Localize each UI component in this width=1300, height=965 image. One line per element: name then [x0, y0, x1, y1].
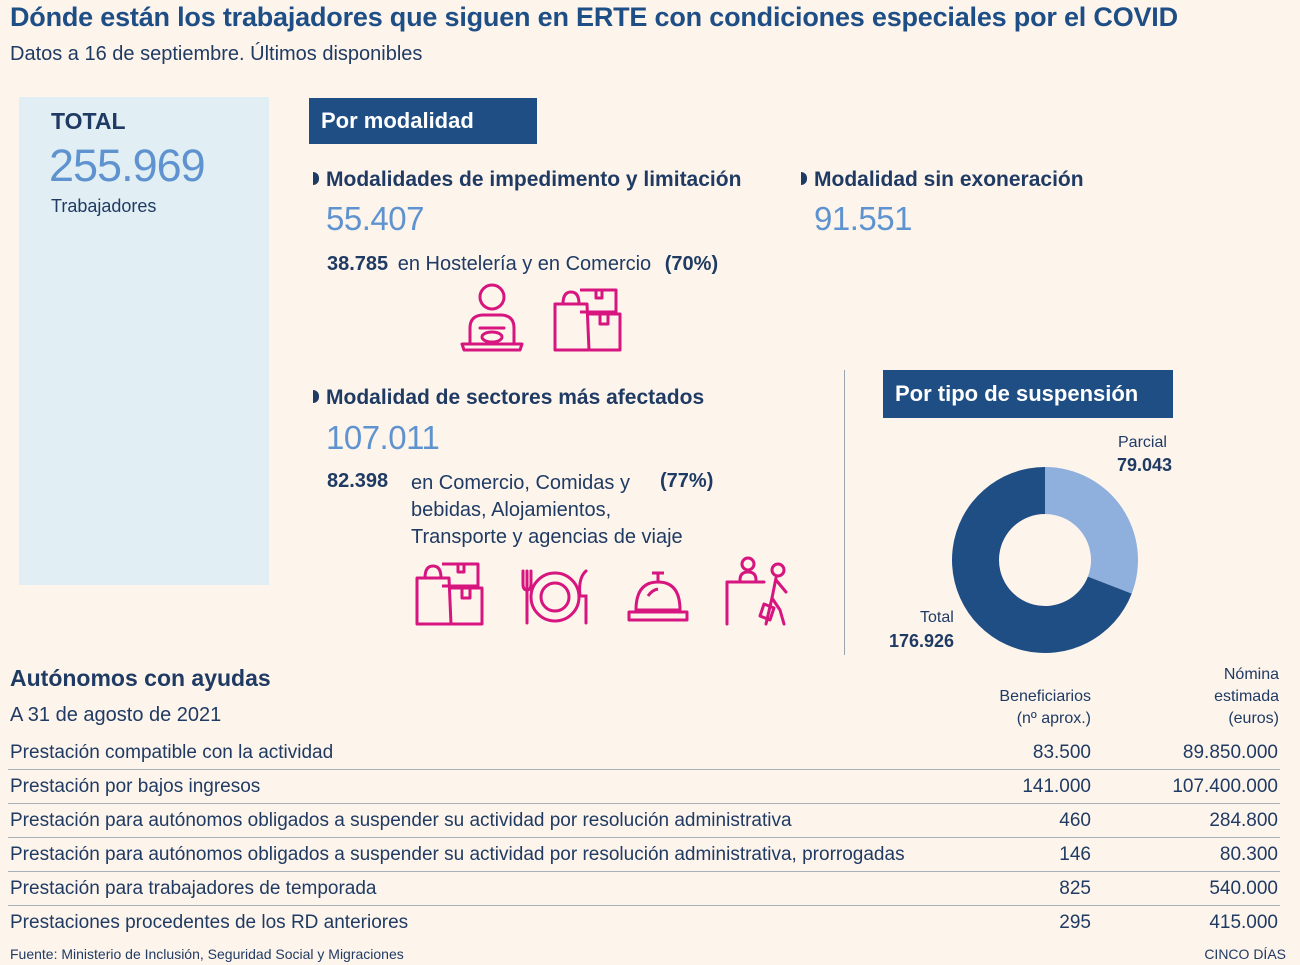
- impedimento-label: Modalidades de impedimento y limitación: [313, 168, 741, 192]
- total-value: 255.969: [49, 140, 206, 191]
- row-label: Prestación por bajos ingresos: [10, 776, 261, 797]
- table-row: Prestaciones procedentes de los RD anter…: [8, 906, 1280, 939]
- col-header-line: Nómina: [1223, 666, 1279, 683]
- donut-slice-parcial: [1045, 467, 1138, 594]
- sectores-detail-pct: (77%): [660, 470, 713, 493]
- brand-credit: CINCO DÍAS: [1204, 946, 1286, 962]
- total-slice-value: 176.926: [889, 631, 955, 651]
- row-label: Prestación para autónomos obligados a su…: [10, 844, 905, 865]
- service-bell-icon: [627, 571, 689, 622]
- shopping-bags-icon: [553, 288, 622, 352]
- row-beneficiarios: 146: [1059, 844, 1091, 865]
- col-header-line: estimada: [1214, 688, 1279, 705]
- row-nomina: 540.000: [1209, 878, 1278, 899]
- row-nomina: 415.000: [1209, 912, 1278, 933]
- plate-cutlery-icon: [521, 569, 588, 625]
- row-label: Prestaciones procedentes de los RD anter…: [10, 912, 409, 933]
- shopping-bags-icon: [415, 562, 484, 626]
- sectores-detail-line: bebidas, Alojamientos,: [411, 499, 612, 521]
- page-subtitle: Datos a 16 de septiembre. Últimos dispon…: [10, 43, 423, 65]
- row-beneficiarios: 295: [1059, 912, 1091, 933]
- total-panel: [19, 97, 269, 585]
- impedimento-detail-pct: (70%): [664, 253, 719, 275]
- autonomos-subtitle: A 31 de agosto de 2021: [10, 704, 222, 726]
- autonomos-title: Autónomos con ayudas: [10, 665, 271, 691]
- col-nomina-header: Nómina estimada (euros): [1214, 664, 1279, 730]
- col-header-line: Beneficiarios: [999, 688, 1091, 705]
- table-row: Prestación compatible con la actividad 83…: [8, 736, 1280, 770]
- impedimento-value: 55.407: [326, 200, 424, 237]
- table-row: Prestación para autónomos obligados a su…: [8, 804, 1280, 838]
- reception-traveler-icon: [725, 556, 788, 626]
- sectores-detail-line: en Comercio, Comidas y: [411, 472, 630, 494]
- total-unit: Trabajadores: [51, 196, 157, 216]
- row-beneficiarios: 825: [1059, 878, 1091, 899]
- waiter-icon: [460, 283, 524, 352]
- total-slice-label: Total: [920, 609, 954, 626]
- col-header-line: (euros): [1228, 710, 1279, 727]
- source-note: Fuente: Ministerio de Inclusión, Segurid…: [10, 946, 404, 962]
- autonomos-table: Prestación compatible con la actividad 83…: [8, 736, 1280, 939]
- section-divider: [844, 370, 845, 655]
- row-nomina: 107.400.000: [1172, 776, 1278, 797]
- row-nomina: 89.850.000: [1182, 742, 1278, 763]
- sectores-detail-line: Transporte y agencias de viaje: [411, 526, 683, 548]
- row-label: Prestación para trabajadores de temporad…: [10, 878, 377, 899]
- table-row: Prestación para trabajadores de temporad…: [8, 872, 1280, 906]
- sectores-num: 82.398: [327, 470, 389, 492]
- row-label: Prestación para autónomos obligados a su…: [10, 810, 792, 831]
- total-label: TOTAL: [51, 108, 126, 134]
- suspension-tag: Por tipo de suspensión: [883, 370, 1173, 418]
- impedimento-detail-num: 38.785: [327, 253, 389, 275]
- row-beneficiarios: 460: [1059, 810, 1091, 831]
- sectores-detail-text: en Comercio, Comidas y bebidas, Alojamie…: [411, 470, 683, 551]
- table-row: Prestación para autónomos obligados a su…: [8, 838, 1280, 872]
- col-beneficiarios-header: Beneficiarios (nº aprox.): [999, 686, 1091, 730]
- sectores-detail-num: 82.398: [327, 470, 388, 493]
- page-title: Dónde están los trabajadores que siguen …: [10, 2, 1178, 32]
- sin-exoneracion-value: 91.551: [814, 200, 912, 237]
- donut-slice-total: [952, 467, 1132, 653]
- row-label: Prestación compatible con la actividad: [10, 742, 334, 763]
- sectores-pct: (77%): [660, 470, 714, 492]
- modalidad-tag: Por modalidad: [309, 98, 537, 144]
- suspension-donut-chart: [952, 467, 1138, 653]
- sectores-value: 107.011: [326, 419, 440, 456]
- col-header-line: (nº aprox.): [1016, 710, 1091, 727]
- table-row: Prestación por bajos ingresos 141.000 107.…: [8, 770, 1280, 804]
- row-beneficiarios: 83.500: [1032, 742, 1091, 763]
- parcial-value: 79.043: [1117, 455, 1173, 475]
- row-nomina: 80.300: [1219, 844, 1278, 865]
- row-nomina: 284.800: [1209, 810, 1278, 831]
- sectores-label: Modalidad de sectores más afectados: [313, 386, 704, 410]
- parcial-label: Parcial: [1118, 434, 1167, 451]
- row-beneficiarios: 141.000: [1022, 776, 1091, 797]
- impedimento-detail: 38.785 en Hostelería y en Comercio (70%): [327, 253, 718, 276]
- sin-exoneracion-label: Modalidad sin exoneración: [801, 168, 1084, 192]
- impedimento-detail-text: en Hostelería y en Comercio: [397, 253, 652, 275]
